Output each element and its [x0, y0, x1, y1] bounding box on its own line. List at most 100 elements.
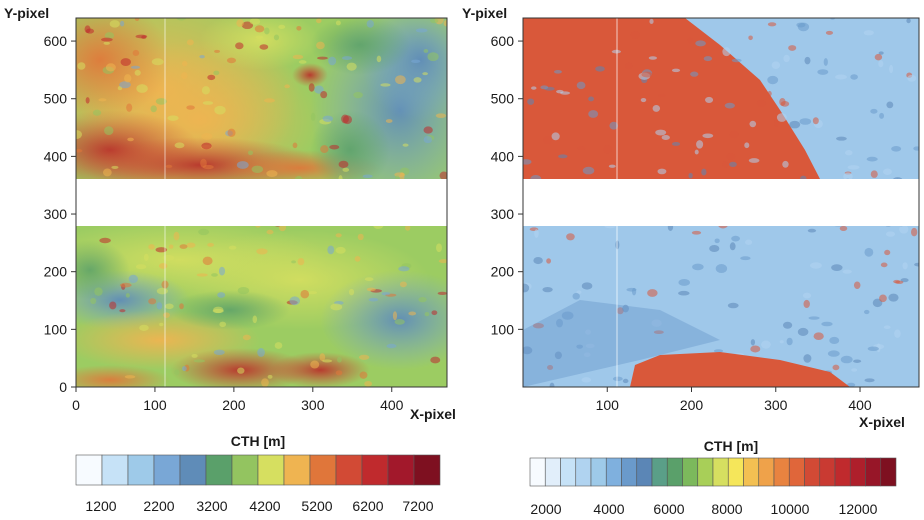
texture-speckle [850, 74, 858, 80]
left-y-axis-title: Y-pixel [4, 5, 49, 21]
texture-speckle [647, 289, 658, 297]
texture-speckle [652, 104, 661, 112]
texture-speckle [415, 28, 428, 33]
texture-speckle [150, 105, 157, 113]
texture-speckle [585, 329, 591, 335]
texture-speckle [436, 243, 442, 253]
colorbar-swatch [529, 457, 546, 487]
texture-speckle [583, 352, 591, 358]
texture-speckle [631, 287, 637, 296]
texture-speckle [799, 118, 812, 125]
texture-speckle [267, 374, 273, 379]
texture-speckle [691, 230, 702, 235]
texture-speckle [671, 68, 681, 73]
colorbar-swatch [605, 457, 622, 487]
y-tick-label: 100 [491, 321, 515, 337]
colorbar-swatch [101, 454, 129, 486]
texture-speckle [853, 359, 862, 363]
texture-speckle [554, 351, 562, 360]
x-tick-label: 300 [301, 397, 325, 413]
texture-speckle [907, 74, 917, 82]
texture-speckle [176, 18, 187, 21]
texture-speckle [740, 256, 751, 261]
texture-speckle [813, 332, 824, 340]
texture-speckle [657, 168, 667, 175]
right-x-axis: 100 200 300 400 [596, 387, 872, 413]
texture-speckle [124, 375, 136, 379]
texture-speckle [839, 225, 848, 232]
texture-speckle [405, 224, 411, 231]
colorbar-swatch [335, 454, 363, 486]
x-tick-label: 100 [596, 397, 620, 413]
right-y-axis: 100 200 300 400 500 600 [491, 33, 523, 337]
texture-speckle [713, 349, 724, 353]
texture-speckle [308, 83, 315, 92]
texture-speckle [767, 90, 772, 97]
texture-speckle [148, 244, 155, 250]
texture-speckle [906, 18, 911, 24]
texture-speckle [298, 60, 307, 64]
texture-speckle [705, 96, 714, 104]
texture-speckle [163, 312, 170, 318]
texture-speckle [771, 61, 781, 69]
texture-speckle [179, 244, 188, 249]
texture-speckle [165, 164, 173, 168]
texture-speckle [341, 114, 349, 124]
colorbar-label: 10000 [771, 501, 810, 517]
texture-speckle [543, 135, 553, 145]
texture-speckle [236, 19, 244, 28]
texture-speckle [261, 378, 269, 387]
texture-speckle [532, 323, 544, 329]
texture-speckle [840, 355, 853, 364]
texture-speckle [307, 291, 318, 295]
texture-speckle [878, 60, 884, 68]
texture-speckle [883, 325, 891, 330]
texture-speckle [251, 165, 264, 173]
texture-speckle [886, 101, 894, 109]
texture-speckle [701, 168, 707, 176]
texture-speckle [186, 242, 196, 248]
texture-speckle [255, 35, 264, 39]
texture-speckle [155, 98, 167, 105]
texture-speckle [726, 153, 736, 160]
texture-speckle [779, 340, 784, 344]
texture-speckle [622, 304, 629, 313]
texture-speckle [729, 161, 737, 168]
y-tick-label: 400 [491, 148, 515, 164]
colorbar-label: 7200 [402, 498, 433, 514]
texture-speckle [257, 348, 265, 357]
texture-speckle [248, 150, 254, 156]
texture-speckle [196, 273, 208, 277]
texture-speckle [366, 287, 376, 292]
texture-speckle [241, 21, 254, 30]
left-colorbar-title: CTH [m] [231, 433, 285, 449]
right-colorbar: 2000 4000 6000 8000 10000 12000 [529, 457, 897, 517]
colorbar-swatch [682, 457, 699, 487]
colorbar-swatch [575, 457, 592, 487]
texture-speckle [767, 22, 777, 27]
colorbar-swatch [387, 454, 415, 486]
texture-speckle [297, 257, 305, 266]
texture-speckle [694, 149, 699, 155]
texture-speckle [612, 376, 623, 382]
texture-speckle [278, 24, 286, 30]
texture-speckle [847, 165, 860, 170]
texture-speckle [727, 302, 739, 309]
texture-speckle [310, 112, 316, 122]
texture-speckle [776, 113, 787, 122]
texture-speckle [214, 49, 220, 53]
texture-speckle [125, 293, 130, 298]
texture-speckle [300, 289, 310, 299]
texture-speckle [748, 158, 760, 163]
texture-speckle [780, 101, 790, 107]
texture-speckle [882, 168, 892, 175]
texture-speckle [803, 354, 812, 363]
texture-speckle [655, 129, 667, 136]
texture-speckle [870, 170, 878, 178]
texture-speckle [715, 264, 728, 274]
texture-speckle [731, 235, 740, 242]
x-tick-label: 200 [680, 397, 704, 413]
texture-speckle [291, 260, 296, 264]
texture-speckle [198, 228, 210, 236]
texture-speckle [812, 117, 819, 125]
